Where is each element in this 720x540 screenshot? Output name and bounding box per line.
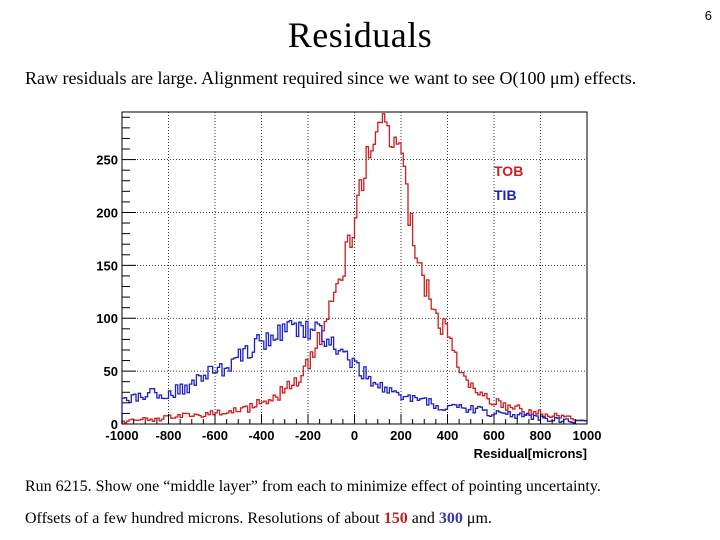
x-tick-label: -600 — [202, 428, 228, 443]
slide-title: Residuals — [287, 15, 433, 55]
y-tick-label: 100 — [96, 311, 118, 326]
y-tick-label: 200 — [96, 205, 118, 220]
y-tick-label: 50 — [104, 364, 118, 379]
slide-subtitle: Raw residuals are large. Alignment requi… — [25, 68, 637, 88]
chart-svg: 0 50 100 150 200 250 -1000 -800 -600 -400 -200 0 200… — [96, 111, 602, 460]
y-tick-label: 150 — [96, 258, 118, 273]
x-tick-label: 200 — [390, 428, 412, 443]
caption-resolution-middle: and — [407, 510, 439, 527]
legend-entry-tib: TIB — [494, 187, 517, 203]
x-axis-label: Residual[microns] — [474, 446, 587, 460]
caption-resolution-suffix: μm. — [462, 510, 492, 527]
x-tick-label: 400 — [437, 428, 459, 443]
x-tick-label: -200 — [295, 428, 321, 443]
page-number: 6 — [704, 8, 712, 23]
tib-resolution-value: 300 — [438, 510, 463, 527]
x-tick-label: 600 — [483, 428, 505, 443]
x-tick-label: -400 — [248, 428, 274, 443]
caption-resolution-prefix: Offsets of a few hundred microns. Resolu… — [25, 510, 384, 527]
series-line-tob — [121, 113, 587, 424]
residual-histogram-chart: 0 50 100 150 200 250 -1000 -800 -600 -400 -200 0 200… — [80, 100, 620, 460]
x-tick-label: 0 — [351, 428, 358, 443]
y-tick-label: 0 — [111, 417, 118, 432]
x-tick-label: -1000 — [105, 428, 138, 443]
x-tick-label: 1000 — [573, 428, 602, 443]
x-tick-label: 800 — [530, 428, 552, 443]
x-tick-label: -800 — [155, 428, 181, 443]
series-line-tib — [121, 319, 587, 424]
legend-entry-tob: TOB — [494, 163, 523, 179]
y-tick-label: 250 — [96, 153, 118, 168]
caption-resolution: Offsets of a few hundred microns. Resolu… — [25, 510, 492, 528]
tob-resolution-value: 150 — [383, 510, 408, 527]
caption-run-info: Run 6215. Show one “middle layer” from e… — [25, 478, 601, 495]
